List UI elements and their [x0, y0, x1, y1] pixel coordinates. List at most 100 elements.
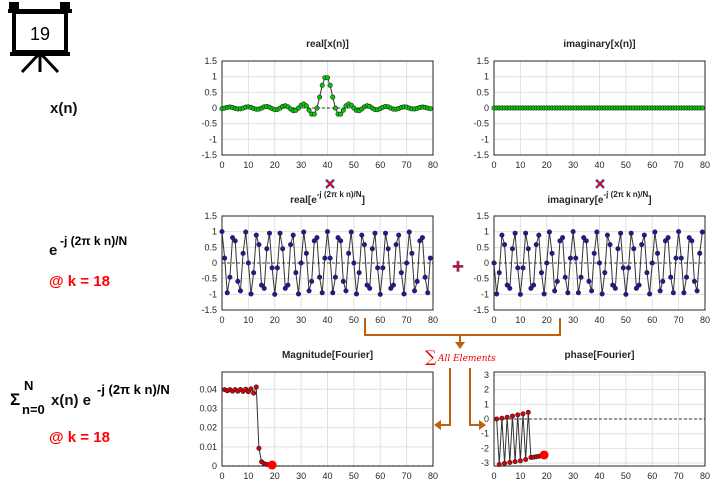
- y-tick-label: 1.5: [204, 211, 217, 221]
- arrow-head-icon: [479, 420, 486, 430]
- data-point: [531, 282, 537, 288]
- y-tick-label: 0: [212, 258, 217, 268]
- sum-upper: N: [24, 378, 33, 393]
- data-point: [425, 290, 431, 296]
- x-tick-label: 10: [515, 160, 525, 170]
- data-point: [575, 290, 581, 296]
- y-tick-label: 1.5: [476, 211, 489, 221]
- x-tick-label: 50: [621, 160, 631, 170]
- y-tick-label: -1.5: [473, 305, 489, 315]
- sum-body: x(n) e: [51, 392, 91, 409]
- data-point: [427, 106, 433, 112]
- data-point: [676, 229, 682, 235]
- x-tick-label: 40: [594, 471, 604, 481]
- x-tick-label: 80: [700, 471, 710, 481]
- data-point: [343, 288, 349, 294]
- x-tick-label: 30: [568, 160, 578, 170]
- y-tick-label: 1: [484, 72, 489, 82]
- data-point: [251, 390, 257, 396]
- data-point: [311, 238, 317, 244]
- data-point: [509, 246, 515, 252]
- y-tick-label: 0.5: [204, 242, 217, 252]
- data-point: [359, 232, 365, 238]
- title-exponent: -j (2π k n)/N: [604, 190, 649, 199]
- data-point: [375, 265, 381, 271]
- x-tick-label: 80: [428, 160, 438, 170]
- data-point: [496, 270, 502, 276]
- plot-title: imaginary[x(n)]: [563, 39, 635, 50]
- y-tick-label: -1.5: [473, 150, 489, 160]
- data-point: [678, 255, 684, 261]
- data-point: [219, 229, 225, 235]
- data-point: [499, 232, 505, 238]
- data-point: [367, 285, 373, 291]
- data-point: [306, 107, 312, 113]
- y-tick-label: -0.5: [473, 119, 489, 129]
- x-tick-label: 60: [375, 315, 385, 325]
- plot-title: Magnitude[Fourier]: [282, 350, 373, 361]
- sum-lower: n=0: [22, 402, 45, 417]
- data-point: [314, 235, 320, 241]
- data-point: [324, 75, 330, 81]
- data-point: [515, 412, 521, 418]
- data-point: [570, 229, 576, 235]
- data-point: [324, 229, 330, 235]
- data-point: [361, 242, 367, 248]
- x-tick-label: 10: [243, 160, 253, 170]
- data-point: [491, 260, 497, 266]
- plot-imag-x: 0 10 20 30 40 50 60 70 80 1.5 1 0.5 0 -0.5 -1 -1.5 imagi…: [473, 39, 710, 170]
- data-point: [602, 270, 608, 276]
- data-point: [631, 246, 637, 252]
- data-point: [515, 265, 521, 271]
- data-point: [681, 290, 687, 296]
- data-point: [248, 386, 254, 392]
- plot-real-x: 0 10 20 30 40 50 60 70 80 1.5 1 0.5 0 -0.5 -1 -1.5 real[…: [201, 39, 438, 170]
- data-point: [628, 230, 634, 236]
- data-point: [338, 111, 344, 117]
- data-point: [419, 235, 425, 241]
- data-point: [520, 265, 526, 271]
- x-tick-label: 70: [402, 160, 412, 170]
- title-exponent: -j (2π k n)/N: [317, 190, 362, 199]
- data-point: [346, 250, 352, 256]
- data-point: [298, 260, 304, 266]
- data-point: [610, 282, 616, 288]
- sum-formula: Σ N n=0 x(n) e -j (2π k n)/N: [10, 378, 170, 417]
- data-point: [504, 282, 510, 288]
- data-point: [417, 238, 423, 244]
- x-tick-label: 0: [491, 471, 496, 481]
- data-point: [509, 413, 515, 419]
- data-point: [573, 255, 579, 261]
- data-point: [427, 255, 433, 261]
- data-point: [409, 250, 415, 256]
- data-point: [657, 288, 663, 294]
- data-point: [562, 274, 568, 280]
- data-point: [348, 229, 354, 235]
- y-tick-label: -0.5: [473, 274, 489, 284]
- data-point: [591, 250, 597, 256]
- data-point: [649, 260, 655, 266]
- data-point: [232, 238, 238, 244]
- y-tick-label: -1: [209, 289, 217, 299]
- y-tick-label: 2: [484, 385, 489, 395]
- y-tick-label: 1: [484, 227, 489, 237]
- data-point: [380, 265, 386, 271]
- plot-real-kernel: 0 10 20 30 40 50 60 70 80 1.5 1 0.5 0 -0.5 -1 -1.5 real[…: [201, 190, 438, 325]
- data-point: [288, 242, 294, 248]
- merge-bracket: [364, 318, 561, 336]
- data-point: [578, 274, 584, 280]
- y-tick-label: 0.01: [199, 442, 217, 452]
- data-point: [612, 285, 618, 291]
- arrow-to-phase: [469, 368, 480, 426]
- data-point: [633, 285, 639, 291]
- data-point: [240, 250, 246, 256]
- data-point: [586, 278, 592, 284]
- y-tick-label: 0: [212, 103, 217, 113]
- data-point: [655, 250, 661, 256]
- data-point: [372, 230, 378, 236]
- x-tick-label: 40: [322, 315, 332, 325]
- x-tick-label: 0: [491, 315, 496, 325]
- y-tick-label: 0.03: [199, 403, 217, 413]
- data-point: [557, 238, 563, 244]
